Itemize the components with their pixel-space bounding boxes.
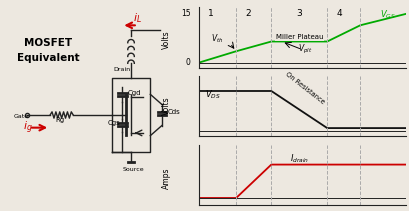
Text: $V_{GS}$: $V_{GS}$ (379, 8, 395, 21)
Text: 3: 3 (296, 8, 301, 18)
Text: Amps: Amps (161, 167, 170, 189)
Text: Cds: Cds (167, 109, 180, 115)
Text: 4: 4 (336, 8, 342, 18)
Text: MOSFET: MOSFET (24, 38, 72, 48)
Text: $V_{DS}$: $V_{DS}$ (204, 88, 220, 100)
Text: Cgd: Cgd (128, 90, 141, 96)
Text: Equivalent: Equivalent (17, 53, 79, 63)
Text: $i_L$: $i_L$ (133, 11, 142, 25)
Text: $V_{plt}$: $V_{plt}$ (297, 43, 312, 56)
Text: Volts: Volts (161, 31, 170, 49)
Text: Miller Plateau: Miller Plateau (275, 34, 322, 40)
Text: On Resistance: On Resistance (284, 71, 325, 106)
Text: 0: 0 (185, 58, 190, 67)
Text: 15: 15 (180, 9, 190, 18)
Text: $V_{th}$: $V_{th}$ (211, 32, 223, 45)
Text: Source: Source (122, 167, 144, 172)
Text: Drain: Drain (113, 67, 130, 72)
Text: Volts: Volts (161, 97, 170, 115)
Text: 2: 2 (245, 8, 251, 18)
Text: Rg: Rg (55, 117, 64, 123)
Text: Gate: Gate (13, 114, 29, 119)
Text: Cgs: Cgs (108, 120, 120, 126)
Text: 1: 1 (208, 8, 213, 18)
Text: $i_g$: $i_g$ (23, 119, 33, 135)
Text: $I_{drain}$: $I_{drain}$ (289, 153, 308, 165)
